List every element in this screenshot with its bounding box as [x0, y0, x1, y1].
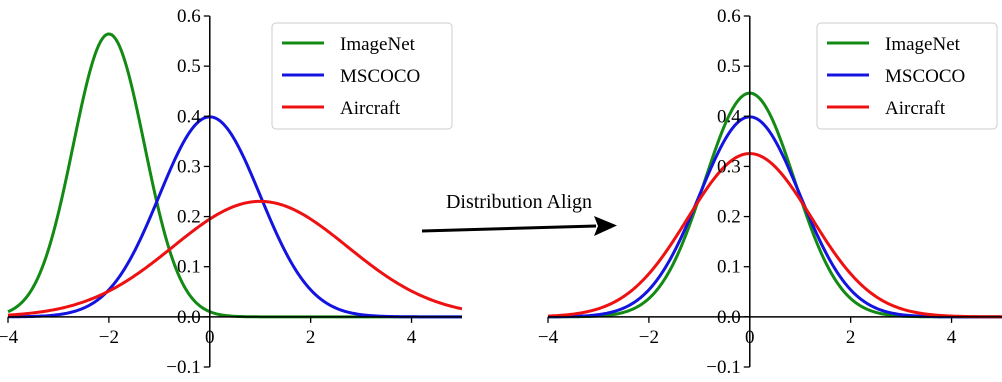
x-tick-label: 2 — [306, 327, 316, 348]
legend-label-imagenet: ImageNet — [340, 34, 416, 55]
series-line-mscoco — [7, 115, 462, 319]
y-tick-label: 0.1 — [717, 257, 741, 278]
y-tick-label: 0.6 — [177, 6, 201, 27]
y-tick-label: 0.2 — [717, 207, 741, 228]
x-tick-label: −2 — [639, 327, 659, 348]
y-tick-label: 0.0 — [717, 307, 741, 328]
y-tick-label: 0.3 — [177, 156, 201, 177]
y-tick-label: −0.1 — [166, 357, 200, 378]
left-chart-panel: −4 −2 0 2 4 −0.1 0.0 0.1 0.2 0.3 0.4 0.5 0.6 ImageNet… — [0, 6, 463, 378]
x-tick-label: −4 — [538, 327, 559, 348]
x-tick-label: 4 — [947, 327, 957, 348]
legend: ImageNet MSCOCO Aircraft — [816, 22, 998, 130]
right-chart-panel: −4 −2 0 2 4 −0.1 0.0 0.1 0.2 0.3 0.4 0.5 0.6 ImageNet… — [538, 6, 1002, 378]
annotation-arrow-head — [594, 216, 617, 236]
y-tick-label: 0.3 — [717, 156, 741, 177]
annotation-arrow-shaft — [421, 224, 597, 233]
legend-label-mscoco: MSCOCO — [885, 66, 965, 87]
y-tick-label: 0.6 — [717, 6, 741, 27]
distribution-align-annotation: Distribution Align — [421, 191, 617, 236]
x-tick-label: −4 — [0, 327, 19, 348]
y-tick-label: 0.2 — [177, 207, 201, 228]
y-tick-label: 0.1 — [177, 257, 201, 278]
series-line-mscoco — [547, 115, 1002, 319]
x-tick-label: 4 — [407, 327, 417, 348]
x-tick-label: −2 — [99, 327, 119, 348]
legend-box — [271, 22, 453, 130]
y-tick-label: 0.0 — [177, 307, 201, 328]
legend-label-aircraft: Aircraft — [340, 98, 401, 119]
y-tick-label: 0.4 — [717, 106, 741, 127]
y-tick-label: 0.5 — [177, 56, 201, 77]
series-line-aircraft — [7, 199, 463, 317]
legend-label-aircraft: Aircraft — [885, 98, 946, 119]
legend: ImageNet MSCOCO Aircraft — [271, 22, 453, 130]
x-tick-label: 2 — [846, 327, 856, 348]
series-line-aircraft — [547, 152, 1002, 319]
y-tick-label: −0.1 — [706, 357, 740, 378]
x-tick-label: 0 — [205, 327, 215, 348]
legend-label-mscoco: MSCOCO — [340, 66, 420, 87]
legend-label-imagenet: ImageNet — [885, 34, 961, 55]
y-tick-label: 0.5 — [717, 56, 741, 77]
annotation-text: Distribution Align — [446, 191, 592, 213]
legend-box — [816, 22, 998, 130]
x-tick-label: 0 — [745, 327, 755, 348]
y-tick-label: 0.4 — [177, 106, 201, 127]
